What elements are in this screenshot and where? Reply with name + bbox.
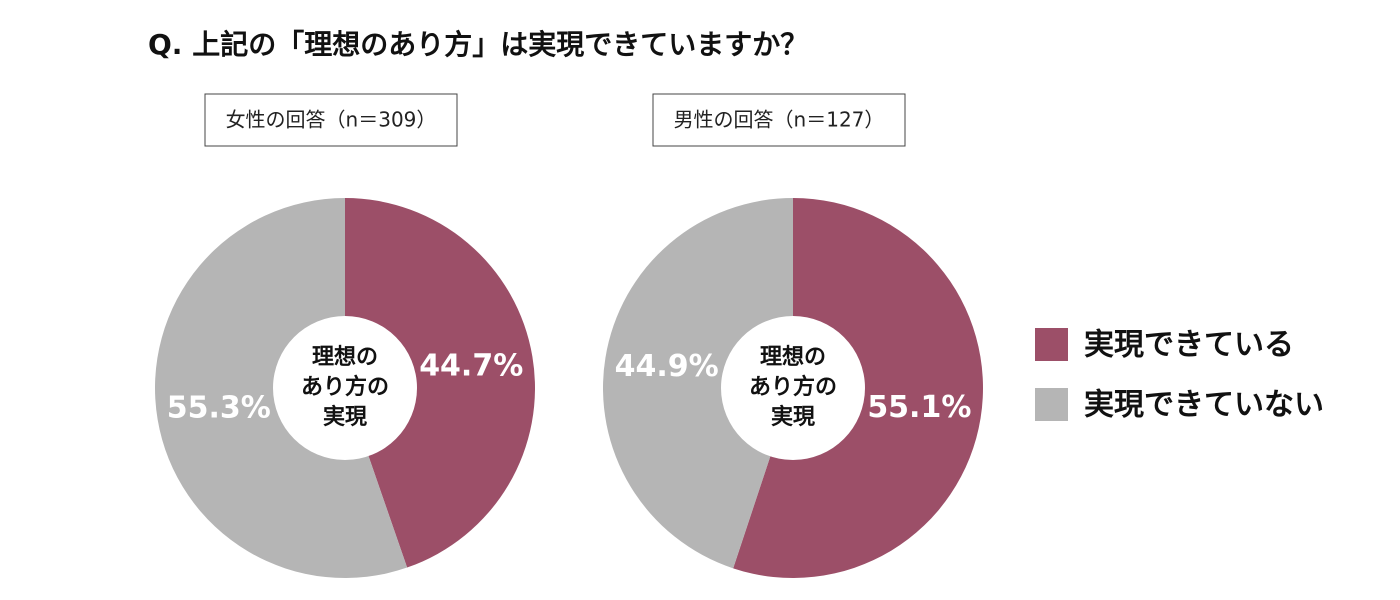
donut-hole	[721, 316, 865, 460]
chart-title: Q. 上記の「理想のあり方」は実現できていますか？	[148, 28, 808, 61]
legend-swatch	[1035, 328, 1068, 361]
value-label: 55.1%	[867, 390, 971, 425]
subtitle: 男性の回答（n＝127）	[674, 108, 885, 132]
subtitle: 女性の回答（n＝309）	[226, 108, 437, 132]
subtitle-box	[204, 93, 458, 147]
value-label: 55.3%	[167, 391, 271, 426]
center-label: 理想の	[760, 345, 826, 370]
legend-label: 実現できていない	[1084, 388, 1324, 423]
value-label: 44.9%	[615, 349, 719, 384]
donut-hole	[273, 316, 417, 460]
slice	[603, 198, 793, 569]
slice	[345, 198, 536, 568]
value-label: 44.7%	[419, 348, 523, 383]
center-label: あり方の	[749, 374, 837, 400]
legend-swatch	[1035, 388, 1068, 421]
subtitle-box	[652, 93, 906, 147]
legend-label: 実現できている	[1084, 328, 1294, 363]
center-label: 実現	[771, 404, 815, 430]
center-label: あり方の	[301, 374, 389, 400]
center-label: 理想の	[312, 345, 378, 370]
center-label: 実現	[323, 404, 367, 430]
